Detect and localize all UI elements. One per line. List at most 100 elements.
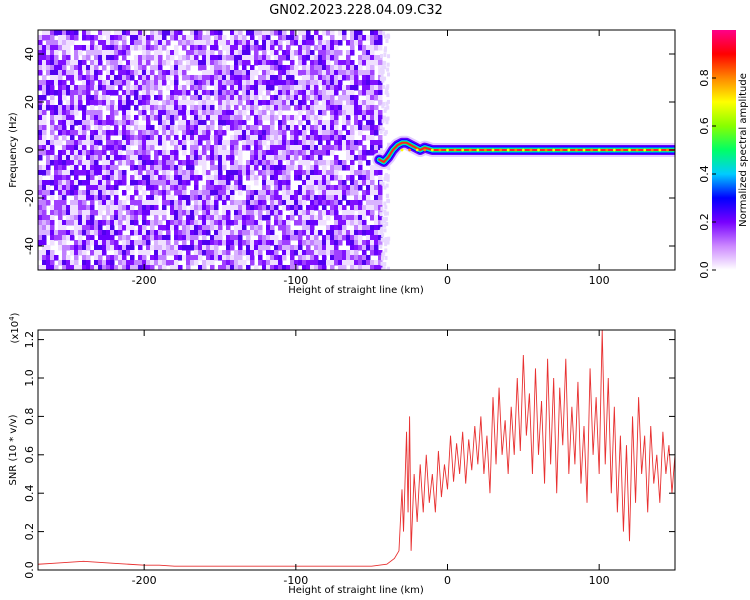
spectrogram-cell <box>126 155 131 161</box>
spectrogram-cell <box>206 135 211 141</box>
spectrogram-cell <box>322 235 327 241</box>
spectrogram-cell <box>130 205 135 211</box>
spectrogram-cell <box>154 210 159 216</box>
spectrogram-cell <box>278 140 283 146</box>
spectrogram-cell <box>130 160 135 166</box>
spectrogram-cell <box>378 135 383 141</box>
spectrogram-cell <box>166 195 171 201</box>
spectrogram-cell <box>370 190 375 196</box>
spectrogram-cell <box>82 250 87 256</box>
spectrogram-cell <box>98 225 103 231</box>
spectrogram-cell <box>290 235 295 241</box>
spectrogram-cell <box>218 100 223 106</box>
spectrogram-cell <box>218 150 223 156</box>
spectrogram-cell <box>342 95 347 101</box>
spectrogram-cell <box>194 60 199 66</box>
spectrogram-cell <box>246 195 251 201</box>
colorbar-ticks: 0.00.20.40.60.8 <box>698 69 716 279</box>
spectrogram-cell <box>66 75 71 81</box>
spectrogram-cell <box>234 250 239 256</box>
spectrogram-cell <box>150 45 155 51</box>
spectrogram-cell <box>286 125 291 131</box>
spectrogram-cell <box>246 135 251 141</box>
spectrogram-cell <box>274 90 279 96</box>
spectrogram-cell <box>110 70 115 76</box>
spectrogram-cell <box>358 220 363 226</box>
spectrogram-cell <box>358 130 363 136</box>
spectrogram-cell <box>186 160 191 166</box>
spectrogram-cell <box>326 105 331 111</box>
spectrogram-cell <box>94 100 99 106</box>
spectrogram-cell <box>250 85 255 91</box>
spectrogram-cell <box>42 255 47 261</box>
spectrogram-cell <box>282 70 287 76</box>
spectrogram-cell <box>142 165 147 171</box>
spectrogram-cell <box>366 95 371 101</box>
spectrogram-cell <box>326 260 331 266</box>
spectrogram-cell <box>338 65 343 71</box>
spectrogram-cell <box>78 120 83 126</box>
spectrogram-cell <box>366 65 371 71</box>
spectrogram-cell <box>102 200 107 206</box>
spectrogram-cell <box>358 245 363 251</box>
spectrogram-cell <box>58 195 63 201</box>
spectrogram-cell <box>182 230 187 236</box>
spectrogram-cell <box>50 30 55 36</box>
spectrogram-cell <box>378 230 383 236</box>
spectrogram-cell <box>262 170 267 176</box>
spectrogram-cell <box>66 215 71 221</box>
spectrogram-cell <box>150 135 155 141</box>
ridge-highlight <box>438 148 442 152</box>
spectrogram-cell <box>154 55 159 61</box>
spectrogram-cell <box>62 240 67 246</box>
spectrogram-cell <box>194 260 199 266</box>
spectrogram-cell <box>370 205 375 211</box>
spectrogram-cell <box>110 175 115 181</box>
spectrogram-cell <box>130 140 135 146</box>
spectrogram-cell <box>286 150 291 156</box>
spectrogram-cell <box>242 90 247 96</box>
spectrogram-cell <box>42 55 47 61</box>
spectrogram-cell <box>138 185 143 191</box>
spectrogram-cell <box>214 190 219 196</box>
spectrogram-cell <box>182 95 187 101</box>
spectrogram-cell <box>130 60 135 66</box>
spectrogram-cell <box>370 125 375 131</box>
spectrogram-cell <box>210 50 215 56</box>
spectrogram-cell <box>202 110 207 116</box>
spectrogram-cell <box>154 220 159 226</box>
spectrogram-cell <box>350 150 355 156</box>
spectrogram-cell <box>378 60 383 66</box>
spectrogram-cell <box>254 195 259 201</box>
spectrogram-cell <box>266 260 271 266</box>
spectrogram-cell <box>230 165 235 171</box>
spectrogram-cell <box>154 245 159 251</box>
spectrogram-cell <box>74 220 79 226</box>
spectrogram-cell <box>182 245 187 251</box>
spectrogram-cell <box>106 265 111 270</box>
spectrogram-cell <box>94 245 99 251</box>
spectrogram-cell <box>86 125 91 131</box>
spectrogram-cell <box>142 235 147 241</box>
spectrogram-cell <box>298 185 303 191</box>
spectrogram-cell <box>250 165 255 171</box>
spectrogram-cell <box>198 250 203 256</box>
spectrogram-cell <box>254 55 259 61</box>
spectrogram-cell <box>58 175 63 181</box>
spectrogram-cell <box>318 120 323 126</box>
spectrogram-cell <box>298 90 303 96</box>
spectrogram-cell <box>74 180 79 186</box>
spectrogram-cell <box>62 185 67 191</box>
spectrogram-cell <box>170 115 175 121</box>
spectrogram-cell <box>90 105 95 111</box>
spectrogram-cell <box>378 260 383 266</box>
spectrogram-cell <box>274 190 279 196</box>
spectrogram-cell <box>142 140 147 146</box>
spectrogram-cell <box>322 245 327 251</box>
spectrogram-cell <box>362 70 367 76</box>
spectrogram-cell <box>114 255 119 261</box>
spectrogram-cell <box>306 215 311 221</box>
spectrogram-cell <box>118 260 123 266</box>
spectrogram-cell <box>374 250 379 256</box>
spectrogram-cell <box>238 95 243 101</box>
